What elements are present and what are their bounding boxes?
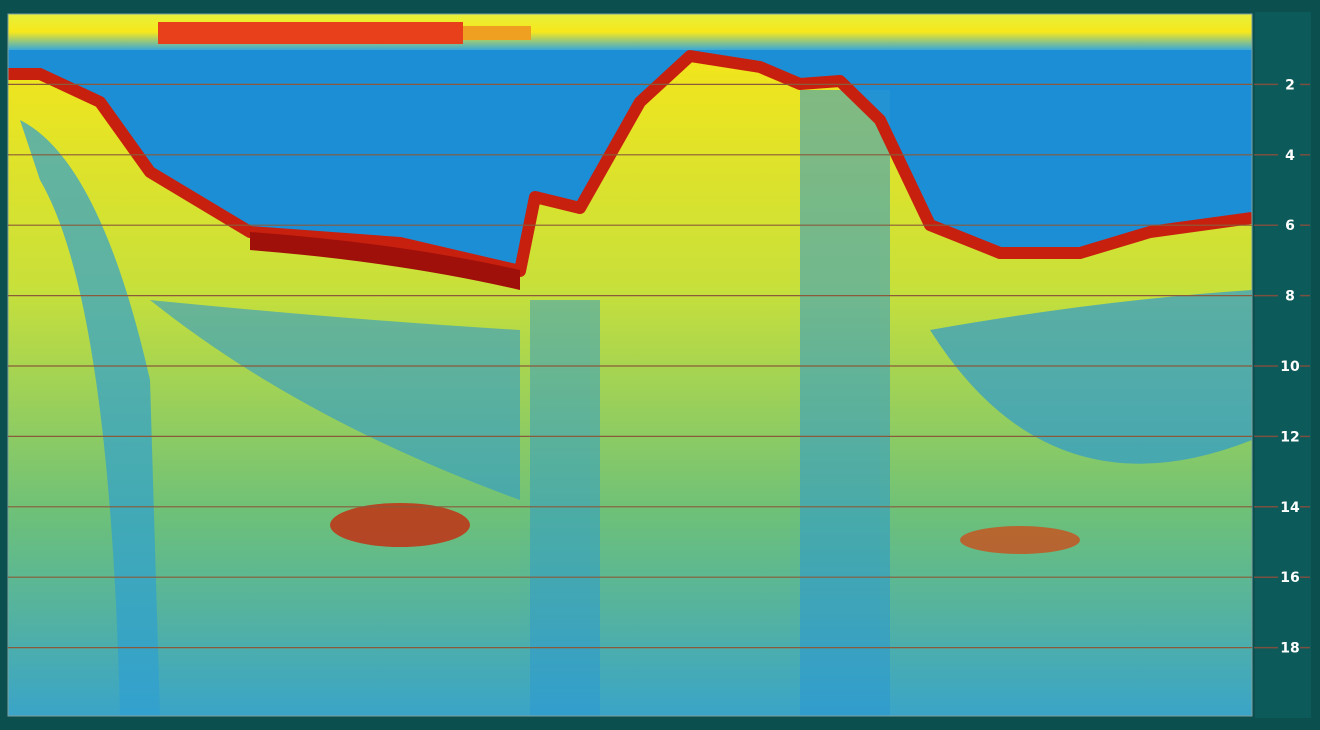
depth-axis: 2 4 6 8 10 12 14 16 18 <box>8 77 1310 657</box>
y-tick-label: 2 <box>1285 77 1295 93</box>
echo-shadow <box>530 300 600 716</box>
echo-shadow <box>800 90 890 716</box>
surface-noise <box>463 26 531 40</box>
y-tick-label: 16 <box>1280 570 1299 586</box>
seabed-echo <box>8 56 1252 716</box>
echo-shadow <box>930 290 1252 464</box>
plot-border <box>7 13 1253 717</box>
y-tick-label: 6 <box>1285 218 1295 234</box>
seabed-line <box>8 50 1252 277</box>
echo-shadow <box>150 300 520 500</box>
surface-noise <box>158 22 463 44</box>
y-tick-label: 4 <box>1285 148 1295 164</box>
y-tick-label: 8 <box>1285 289 1295 305</box>
y-tick-label: 14 <box>1280 500 1300 516</box>
y-tick-label: 12 <box>1280 429 1299 445</box>
sub-bottom-echo <box>330 503 470 547</box>
sub-bottom-echo <box>960 526 1080 554</box>
y-tick-label: 10 <box>1280 359 1300 375</box>
echogram-image <box>8 14 1252 716</box>
axis-panel <box>1255 12 1311 718</box>
echo-shadow <box>20 120 160 716</box>
y-tick-label: 18 <box>1280 641 1299 657</box>
seabed-strong <box>250 232 520 290</box>
